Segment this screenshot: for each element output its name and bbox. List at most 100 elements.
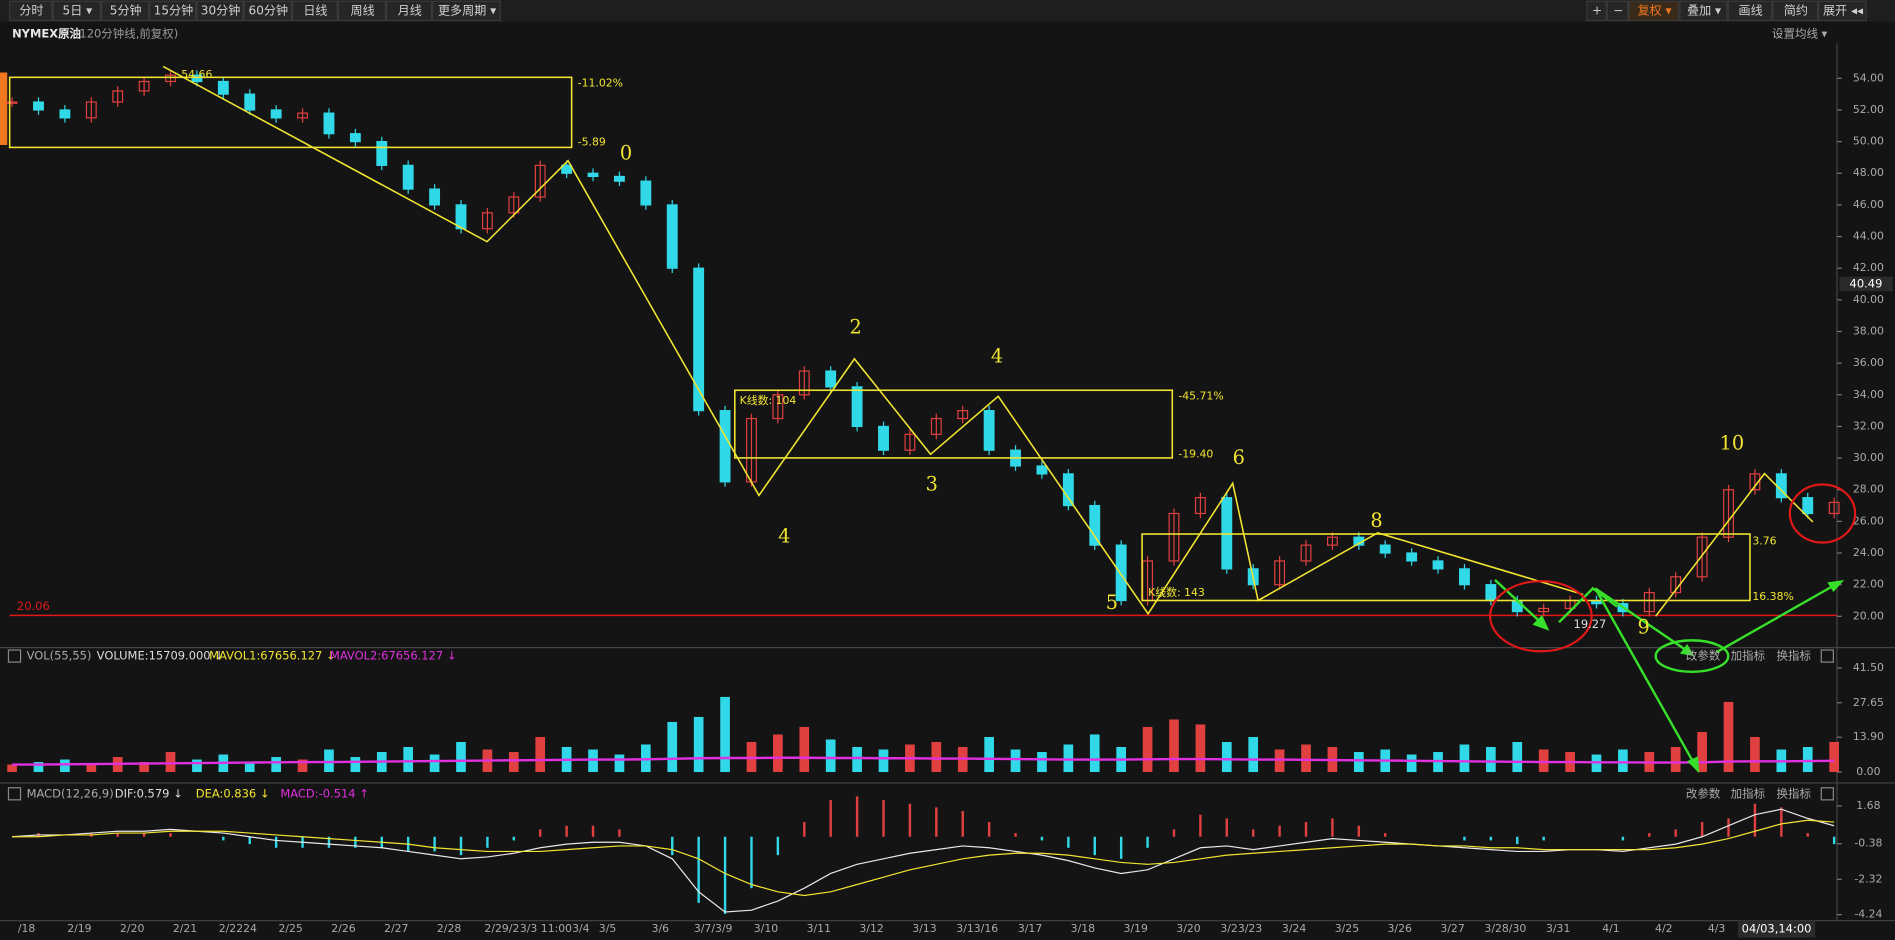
x-tick-label: 3/5 [599, 922, 616, 935]
y-tick-label: 26.00 [1853, 514, 1884, 527]
toolbar-button[interactable] [149, 0, 197, 22]
toolbar-label[interactable]: 复权 ▾ [1637, 3, 1672, 17]
last-price-box [1839, 276, 1893, 292]
edit-params[interactable]: 改参数 [1686, 649, 1721, 663]
toolbar-label[interactable]: 日线 [303, 3, 327, 17]
macd-bar [1014, 833, 1017, 837]
candle [772, 394, 784, 420]
edit-params[interactable]: 改参数 [1686, 786, 1721, 800]
toolbar-button[interactable] [1628, 0, 1680, 22]
macd-bar [512, 836, 516, 841]
last-price: 40.49 [1850, 276, 1883, 290]
toolbar-button[interactable] [1586, 0, 1607, 22]
add-indicator[interactable]: 加指标 [1731, 649, 1765, 663]
toolbar-label[interactable]: 5分钟 [110, 2, 142, 17]
toolbar-label[interactable]: 简约 [1784, 2, 1808, 17]
close-pane[interactable] [1820, 649, 1834, 663]
y-tick-label: 42.00 [1853, 261, 1884, 274]
volume-bar [297, 759, 308, 773]
add-indicator[interactable]: 加指标 [1731, 786, 1765, 800]
help-icon[interactable] [7, 649, 22, 663]
red-circles [1489, 483, 1857, 653]
candle [983, 410, 995, 451]
macd-bar [1463, 836, 1466, 841]
arrow-head [1827, 579, 1845, 593]
toolbar-label[interactable]: 更多周期 ▾ [438, 3, 497, 17]
toolbar-label[interactable]: 月线 [398, 3, 422, 17]
symbol: NYMEX原油 [12, 26, 81, 40]
candle [534, 164, 546, 198]
toolbar-button[interactable] [432, 0, 501, 22]
x-tick-label: 3/31 [1546, 922, 1570, 935]
candle [376, 141, 388, 166]
toolbar-label[interactable]: − [1613, 3, 1623, 17]
x-tick-label: 3/17 [1018, 922, 1042, 935]
range-box [734, 389, 1174, 459]
volume-bar [1723, 701, 1734, 773]
candle [1828, 501, 1840, 515]
y-tick-label: 20.00 [1853, 609, 1884, 622]
macd-bar [591, 825, 595, 837]
toolbar-button[interactable] [1818, 0, 1867, 22]
candle [878, 425, 889, 451]
x-tick-label: 4/3 [1708, 922, 1726, 935]
x-tick-label: 2/26 [331, 922, 355, 935]
wave-label: 10 [1720, 432, 1745, 455]
candle [1115, 544, 1127, 602]
toolbar-button[interactable] [386, 0, 433, 22]
candle [1062, 473, 1074, 507]
toolbar-label[interactable]: 展开 ◂◂ [1823, 3, 1864, 17]
macd-bar [1119, 836, 1123, 859]
ma-setting[interactable]: 设置均线 ▾ [1772, 26, 1828, 40]
toolbar-button[interactable] [1772, 0, 1819, 22]
date-axis: /18 2/19 2/20 2/21 2/2224 2/25 2/26 2/27 2/28 2/2… [18, 922, 1726, 935]
toolbar-button[interactable] [52, 0, 101, 22]
toolbar-button[interactable] [337, 0, 387, 22]
macd-bar [1832, 836, 1836, 845]
toolbar-label[interactable]: 15分钟 [154, 2, 194, 17]
toolbar-button[interactable] [1727, 0, 1773, 22]
toolbar-button[interactable] [100, 0, 150, 22]
x-tick-label: 2/21 [173, 922, 197, 935]
close-pane[interactable] [1820, 787, 1834, 801]
switch-indicator[interactable]: 换指标 [1777, 786, 1811, 800]
volume-bar [60, 759, 70, 773]
arrow-head [1687, 756, 1700, 774]
toolbar-button[interactable] [9, 0, 53, 22]
volume-bar [1750, 736, 1760, 773]
ref-line-label: 20.06 [17, 599, 50, 613]
volume-bar [350, 757, 361, 773]
x-tick-label: 2/2224 [219, 922, 257, 935]
help-icon[interactable] [7, 787, 22, 801]
volume-bar [244, 762, 255, 773]
switch-indicator[interactable]: 换指标 [1777, 649, 1811, 663]
toolbar-label[interactable]: 30分钟 [201, 2, 241, 17]
y-tick-label: 41.50 [1853, 661, 1884, 674]
high-label: 54.66 [181, 68, 212, 81]
candle [1379, 544, 1391, 554]
toolbar-label[interactable]: 分时 [19, 3, 43, 17]
y-tick-label: 54.00 [1853, 71, 1884, 84]
arrow [1594, 587, 1698, 770]
y-tick-label: 30.00 [1853, 451, 1884, 464]
macd-bar [433, 836, 436, 852]
toolbar-button[interactable] [291, 0, 338, 22]
toolbar-button[interactable] [1679, 0, 1728, 22]
macd-bar [1806, 833, 1809, 837]
macd-bar [1516, 836, 1519, 845]
toolbar-label[interactable]: 60分钟 [249, 2, 289, 17]
toolbar-label[interactable]: 周线 [350, 3, 374, 17]
candle [1802, 497, 1814, 515]
toolbar-button[interactable] [243, 0, 292, 22]
toolbar-button[interactable] [1606, 0, 1629, 22]
toolbar-label[interactable]: 叠加 ▾ [1687, 3, 1722, 17]
toolbar-button[interactable] [196, 0, 244, 22]
red-circle [1489, 580, 1593, 653]
toolbar-label[interactable]: 5日 ▾ [63, 3, 94, 17]
toolbar-label[interactable]: + [1592, 3, 1602, 17]
toolbar-label[interactable]: 画线 [1738, 3, 1762, 17]
candle [1089, 504, 1101, 546]
mavol-line [12, 756, 1835, 766]
price-pane: 20.00 22.00 24.00 26.00 28.00 30.00 32.00 34.00… [6, 70, 1884, 622]
macd-bar [1542, 836, 1545, 841]
